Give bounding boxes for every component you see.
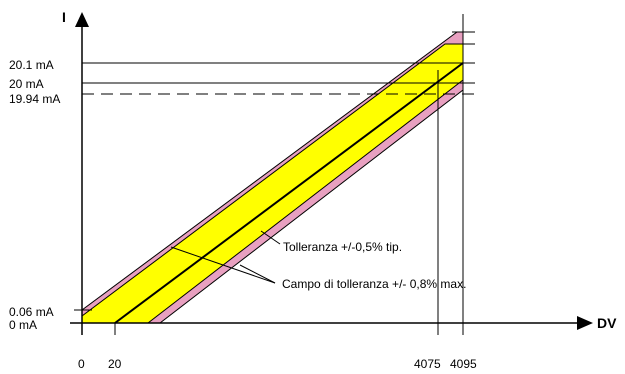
- x-axis-name: DV: [597, 315, 617, 331]
- x-label-4095: 4095: [450, 357, 477, 371]
- y-axis-arrow-icon: [75, 12, 89, 27]
- ideal-characteristic-line: [114, 62, 464, 324]
- y-label-20ma: 20 mA: [9, 77, 44, 91]
- x-axis-arrow-icon: [577, 316, 593, 330]
- x-label-0: 0: [78, 357, 85, 371]
- annotation-typical-tolerance: Tolleranza +/-0,5% tip.: [283, 240, 402, 254]
- x-label-20: 20: [108, 357, 122, 371]
- y-label-20-1ma: 20.1 mA: [9, 58, 54, 72]
- leader-max-2: [239, 264, 276, 284]
- x-label-4075: 4075: [414, 357, 441, 371]
- y-label-0-06ma: 0.06 mA: [9, 305, 54, 319]
- y-label-19-94ma: 19.94 mA: [9, 92, 60, 106]
- y-axis-name: I: [62, 9, 66, 25]
- leader-typical: [260, 230, 281, 245]
- y-label-0ma: 0 mA: [9, 318, 37, 332]
- leader-max-1: [170, 246, 276, 284]
- annotation-max-tolerance: Campo di tolleranza +/- 0,8% max.: [282, 277, 466, 291]
